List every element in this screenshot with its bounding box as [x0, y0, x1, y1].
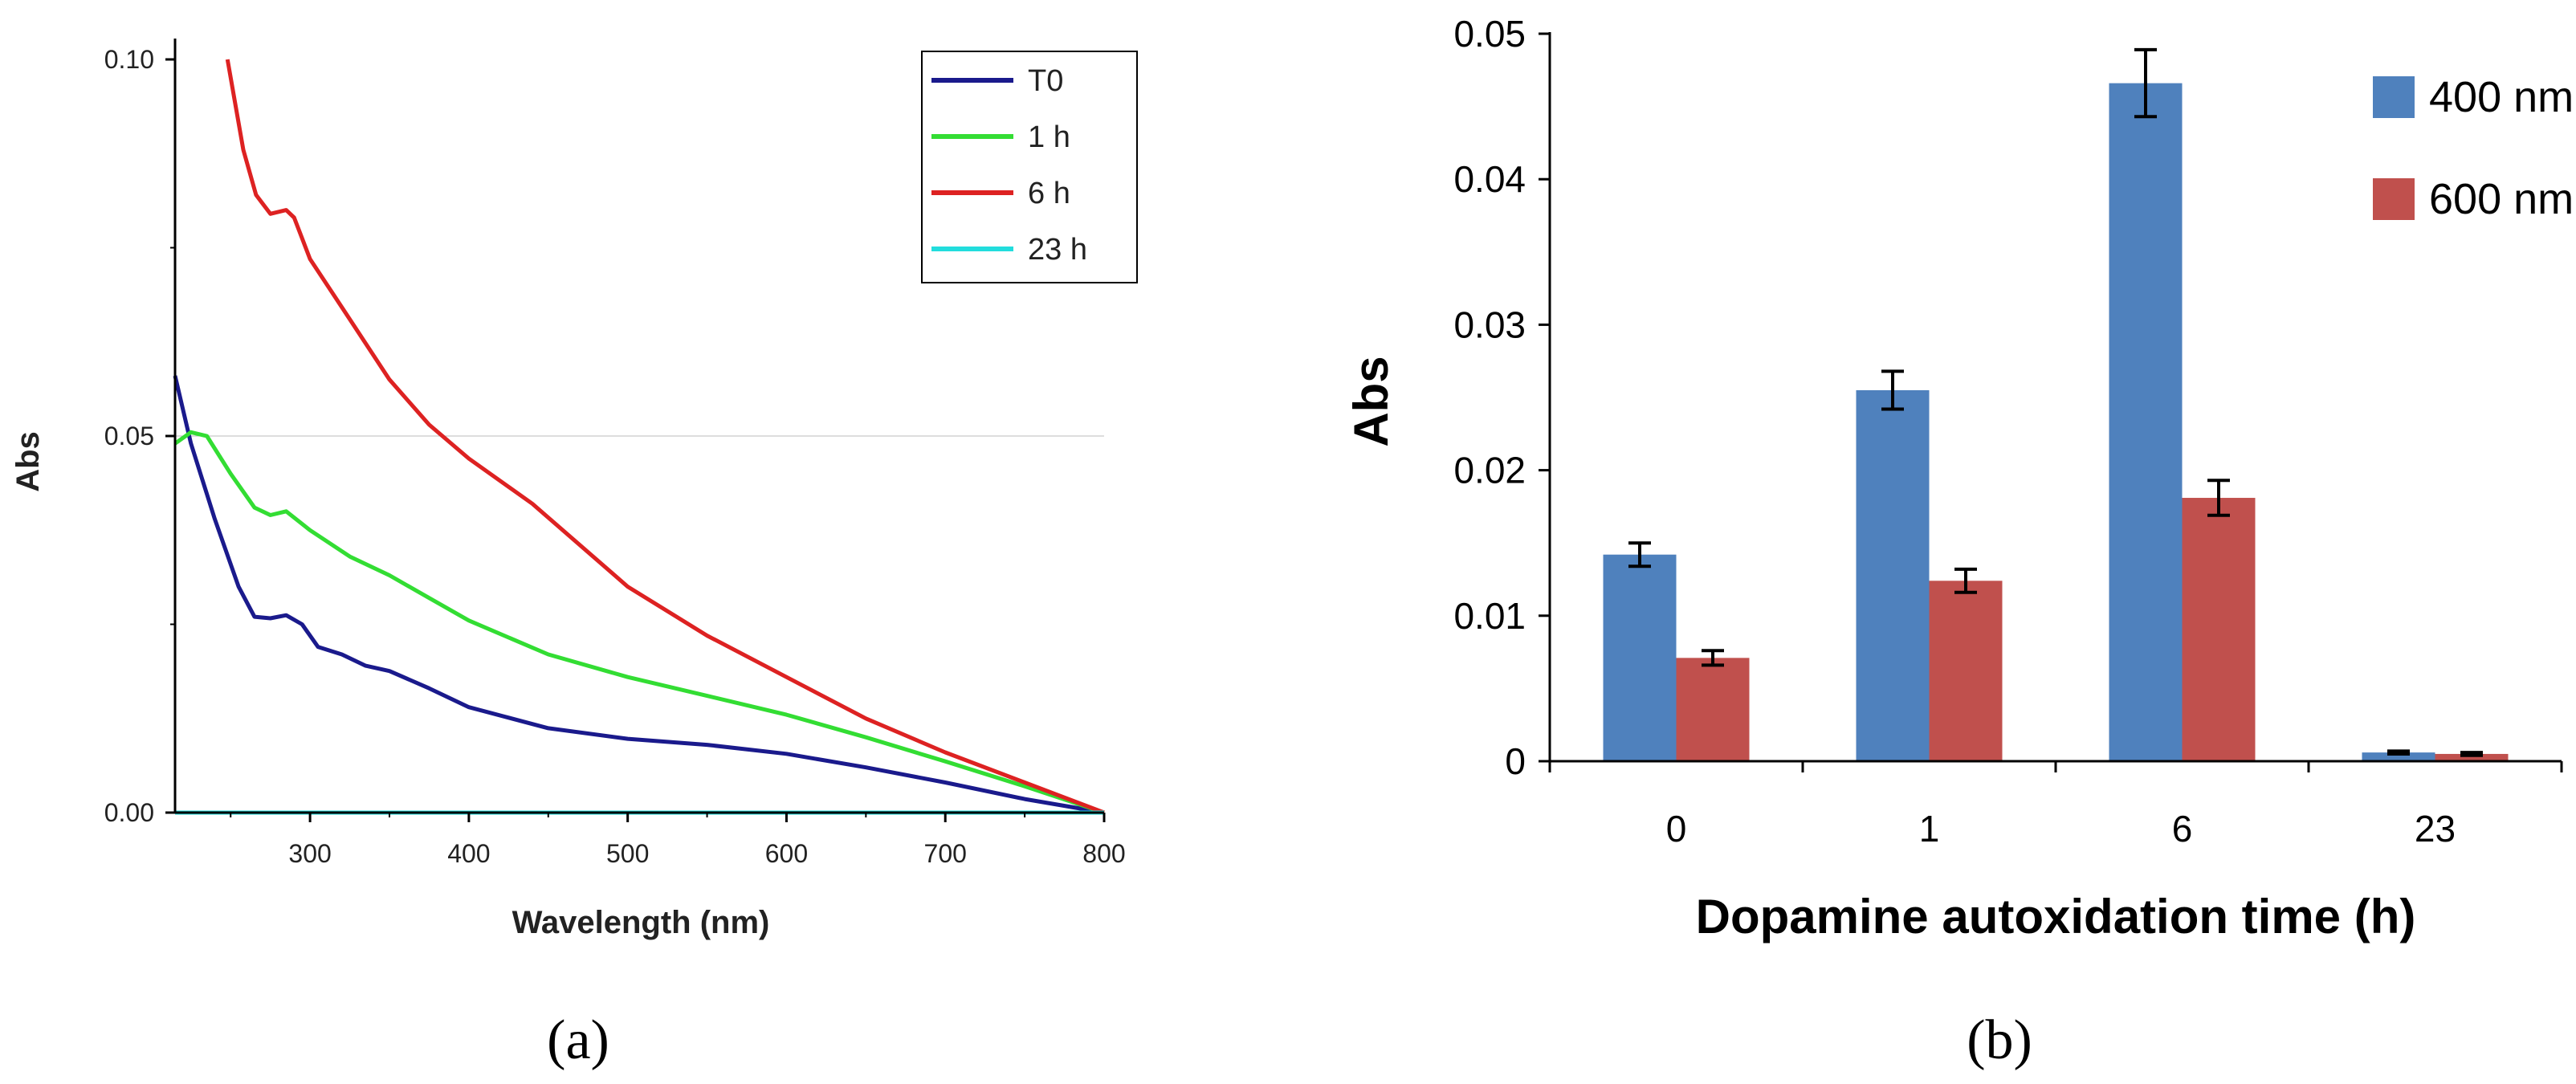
- panel-a-label: (a): [547, 1009, 609, 1071]
- panel-b-y-tick-label: 0: [1505, 740, 1526, 782]
- panel-b-bar-0-1: [1676, 658, 1750, 761]
- panel-b-y-tick-label: 0.04: [1453, 158, 1526, 200]
- panel-a-legend-box: [921, 51, 1138, 283]
- panel-a-series-line-0: [173, 375, 1105, 815]
- panel-b-bar-6-1: [2182, 498, 2256, 761]
- panel-a-x-axis-label: Wavelength (nm): [512, 905, 770, 940]
- panel-a-legend-label-0: T0: [1028, 64, 1063, 98]
- panel-b-bar-23-0: [2362, 752, 2435, 761]
- panel-a-series-line-1: [173, 430, 1105, 815]
- panel-b-bar-chart: 0 0.01 0.02 0.03 0.04 0.05 0 1 6 23 Dopamine aut…: [1344, 13, 2574, 1071]
- panel-b-x-tick-label: 6: [2172, 808, 2193, 850]
- panel-b-y-axis-label: Abs: [1344, 356, 1398, 446]
- panel-a-x-tick-label: 300: [288, 839, 331, 868]
- panel-a-x-tick-label: 400: [447, 839, 490, 868]
- panel-b-legend-label-1: 600 nm: [2429, 175, 2574, 223]
- panel-b-legend-swatch-0: [2373, 76, 2415, 118]
- panel-b-x-tick-label: 1: [1919, 808, 1940, 850]
- panel-a-series-line-2: [225, 59, 1105, 815]
- panel-a-line-chart: 300 400 500 600 700 800 0.00 0.05 0.10 Waveleng…: [10, 39, 1138, 1071]
- panel-a-y-tick-label: 0.05: [104, 422, 154, 450]
- panel-b-y-tick-label: 0.01: [1453, 595, 1526, 637]
- panel-a-x-tick-label: 600: [765, 839, 808, 868]
- panel-a-legend-label-2: 6 h: [1028, 177, 1070, 210]
- panel-b-y-tick-label: 0.02: [1453, 450, 1526, 491]
- panel-b-bar-6-0: [2109, 83, 2183, 761]
- panel-a-x-tick-label: 700: [924, 839, 967, 868]
- panel-a-legend-label-1: 1 h: [1028, 120, 1070, 154]
- panel-a-x-tick-label: 800: [1082, 839, 1125, 868]
- panel-a-y-tick-label: 0.10: [104, 45, 154, 74]
- panel-b-y-tick-label: 0.03: [1453, 304, 1526, 345]
- panel-a-y-axis-label: Abs: [10, 431, 46, 492]
- panel-a-legend: T0 1 h 6 h 23 h: [921, 51, 1138, 283]
- panel-b-label: (b): [1967, 1009, 2032, 1071]
- panel-b-x-tick-label: 23: [2415, 808, 2456, 850]
- panel-b-x-tick-label: 0: [1666, 808, 1687, 850]
- panel-b-legend-swatch-1: [2373, 178, 2415, 220]
- panel-a-y-tick-label: 0.00: [104, 798, 154, 827]
- panel-b-y-tick-label: 0.05: [1453, 13, 1526, 55]
- panel-a-axes: [173, 39, 1104, 814]
- panel-b-legend-label-0: 400 nm: [2429, 73, 2574, 121]
- panel-b-legend: 400 nm 600 nm: [2373, 73, 2574, 223]
- panel-a-legend-label-3: 23 h: [1028, 233, 1087, 267]
- panel-b-x-axis-label: Dopamine autoxidation time (h): [1696, 890, 2416, 943]
- panel-b-bar-23-1: [2435, 753, 2509, 761]
- panel-b-bar-1-1: [1929, 581, 2003, 761]
- panel-a-x-tick-label: 500: [606, 839, 649, 868]
- panel-b-bar-0-0: [1603, 554, 1677, 761]
- panel-b-bar-1-0: [1856, 389, 1930, 761]
